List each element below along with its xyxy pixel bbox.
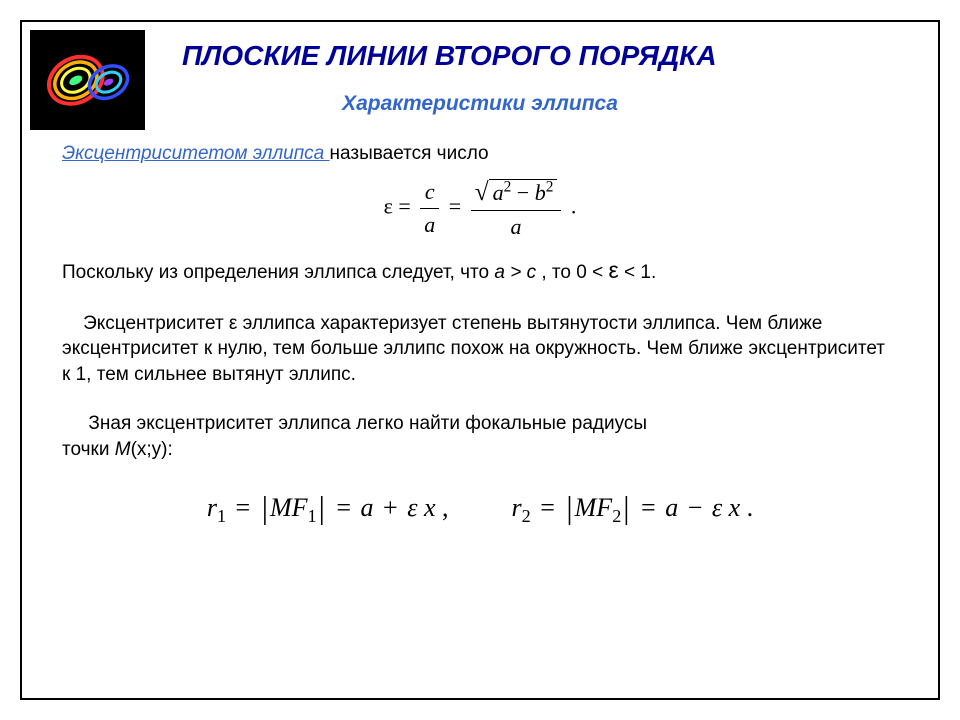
mf1-sub: 1 — [308, 506, 317, 526]
r2-r: r — [512, 493, 522, 522]
x2: x — [729, 493, 741, 522]
var-b: b — [535, 180, 546, 205]
eccentricity-formula: ε = c a = √a2 − b2 a . — [62, 175, 898, 242]
cond-ac: a > c — [494, 262, 536, 283]
paragraph-2: Зная эксцентриситет эллипса легко найти … — [62, 411, 898, 462]
condition-line: Поскольку из определения эллипса следует… — [62, 255, 898, 286]
slide-content: Эксцентриситетом эллипса называется числ… — [22, 116, 938, 529]
eps-symbol: ε — [384, 193, 393, 218]
par2b: точки — [62, 439, 115, 460]
mf2: MF — [575, 493, 613, 522]
var-a1: a — [424, 212, 435, 237]
intro-rest: называется число — [330, 143, 489, 164]
par2m: M — [115, 439, 131, 460]
r1-r: r — [207, 493, 217, 522]
frac-c-a: c a — [420, 177, 439, 239]
r1-sub: 1 — [217, 506, 226, 526]
slide-frame: ПЛОСКИЕ ЛИНИИ ВТОРОГО ПОРЯДКА Характерис… — [20, 20, 940, 700]
intro-line: Эксцентриситетом эллипса называется числ… — [62, 141, 898, 167]
par2a: Зная эксцентриситет эллипса легко найти … — [88, 413, 647, 434]
focal-radii-formula: r1 = |MF1| = a + ε x , r2 = |MF2| = a − … — [62, 487, 898, 529]
a1: a — [361, 493, 374, 522]
mf1: MF — [270, 493, 308, 522]
eq-sign-2: = — [449, 193, 467, 218]
minus: − — [517, 180, 529, 205]
eq-sign: = — [398, 193, 416, 218]
eps1: ε — [407, 493, 417, 522]
r2-sub: 2 — [522, 506, 531, 526]
cond-pre: Поскольку из определения эллипса следует… — [62, 262, 494, 283]
term-eccentricity: Эксцентриситетом эллипса — [62, 143, 330, 164]
period: . — [571, 193, 577, 218]
var-a2: a — [493, 180, 504, 205]
var-a3: a — [511, 214, 522, 239]
exp-b: 2 — [546, 178, 554, 195]
var-c: c — [425, 179, 435, 204]
exp-a: 2 — [504, 178, 512, 195]
eps2: ε — [712, 493, 722, 522]
a2: a — [665, 493, 678, 522]
logo-image — [30, 30, 145, 130]
period2: . — [747, 493, 754, 522]
cond-end: < 1. — [619, 262, 657, 283]
mf2-sub: 2 — [612, 506, 621, 526]
cond-mid: , то 0 < — [536, 262, 608, 283]
slide-subtitle: Характеристики эллипса — [22, 92, 938, 116]
cond-eps: ε — [608, 257, 618, 283]
comma: , — [442, 493, 449, 522]
slide-title: ПЛОСКИЕ ЛИНИИ ВТОРОГО ПОРЯДКА — [22, 22, 938, 72]
par1a: Эксцентриситет ε эллипса характеризует с… — [83, 313, 720, 334]
x1: x — [424, 493, 436, 522]
frac-sqrt: √a2 − b2 a — [471, 175, 562, 242]
sqrt-expr: √a2 − b2 — [475, 175, 558, 209]
par2xy: (x;y): — [131, 439, 173, 460]
paragraph-1: Эксцентриситет ε эллипса характеризует с… — [62, 311, 898, 388]
